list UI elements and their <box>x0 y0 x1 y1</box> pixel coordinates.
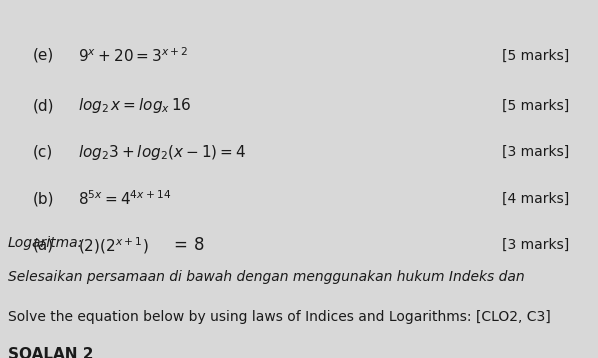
Text: (d): (d) <box>33 98 54 113</box>
Text: $(2)(2^{x+1})$: $(2)(2^{x+1})$ <box>78 235 148 256</box>
Text: $=\, 8$: $=\, 8$ <box>170 236 205 254</box>
Text: (c): (c) <box>33 145 53 160</box>
Text: (e): (e) <box>33 48 54 63</box>
Text: $8^{5x} = 4^{4x+14}$: $8^{5x} = 4^{4x+14}$ <box>78 189 171 208</box>
Text: [5 marks]: [5 marks] <box>502 98 569 113</box>
Text: [5 marks]: [5 marks] <box>502 48 569 63</box>
Text: SOALAN 2: SOALAN 2 <box>8 347 93 358</box>
Text: (a): (a) <box>33 238 54 253</box>
Text: $9^x + 20 = 3^{x+2}$: $9^x + 20 = 3^{x+2}$ <box>78 46 188 65</box>
Text: $log_2 3 + log_2(x-1) = 4$: $log_2 3 + log_2(x-1) = 4$ <box>78 142 246 162</box>
Text: [3 marks]: [3 marks] <box>502 145 569 159</box>
Text: Selesaikan persamaan di bawah dengan menggunakan hukum Indeks dan: Selesaikan persamaan di bawah dengan men… <box>8 270 524 284</box>
Text: Logaritma:: Logaritma: <box>8 236 83 250</box>
Text: $log_2\,x = log_x\,16$: $log_2\,x = log_x\,16$ <box>78 96 191 115</box>
Text: [4 marks]: [4 marks] <box>502 192 569 206</box>
Text: [3 marks]: [3 marks] <box>502 238 569 252</box>
Text: (b): (b) <box>33 191 54 206</box>
Text: Solve the equation below by using laws of Indices and Logarithms: [CLO2, C3]: Solve the equation below by using laws o… <box>8 310 551 324</box>
